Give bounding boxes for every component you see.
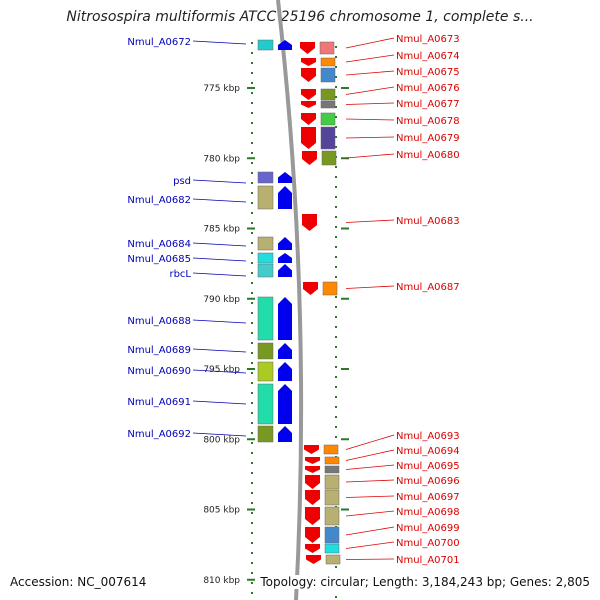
map-title: Nitrosospira multiformis ATCC 25196 chro… <box>66 9 534 25</box>
forward-gene-label: Nmul_A0692 <box>127 429 191 440</box>
reverse-gene[interactable]: Nmul_A0694 <box>305 446 460 465</box>
forward-gene-label: Nmul_A0672 <box>127 37 191 48</box>
reverse-gene-label: Nmul_A0679 <box>396 133 460 144</box>
forward-gene[interactable]: Nmul_A0684 <box>127 236 292 251</box>
ruler-label: 800 kbp <box>203 435 240 445</box>
forward-gene[interactable]: Nmul_A0682 <box>127 185 292 210</box>
reverse-gene[interactable]: Nmul_A0683 <box>302 214 460 231</box>
reverse-gene-label: Nmul_A0697 <box>396 492 460 503</box>
reverse-gene[interactable]: Nmul_A0701 <box>306 554 460 566</box>
reverse-gene[interactable]: Nmul_A0700 <box>305 538 460 554</box>
ruler-tick <box>247 508 255 511</box>
forward-gene[interactable]: rbcL <box>169 263 292 280</box>
reverse-gene[interactable]: Nmul_A0677 <box>301 99 460 110</box>
reverse-gene[interactable]: Nmul_A0676 <box>301 83 460 101</box>
reverse-gene-label: Nmul_A0676 <box>396 83 460 94</box>
reverse-gene-label: Nmul_A0683 <box>396 216 460 227</box>
ruler-tick <box>247 297 255 300</box>
reverse-gene-label: Nmul_A0675 <box>396 67 460 78</box>
reverse-gene-label: Nmul_A0695 <box>396 461 460 472</box>
forward-gene-label: Nmul_A0685 <box>127 254 191 265</box>
forward-gene-label: Nmul_A0690 <box>127 366 191 377</box>
forward-gene[interactable]: Nmul_A0688 <box>127 296 292 341</box>
forward-gene-label: psd <box>173 176 191 187</box>
forward-gene[interactable]: Nmul_A0672 <box>127 37 292 51</box>
ruler-label: 785 kbp <box>203 225 240 235</box>
reverse-gene-label: Nmul_A0696 <box>396 476 460 487</box>
ruler-tick <box>247 578 255 581</box>
reverse-gene-label: Nmul_A0694 <box>396 446 460 457</box>
reverse-gene-label: Nmul_A0700 <box>396 538 460 549</box>
ruler-label: 805 kbp <box>203 506 240 516</box>
forward-gene-label: Nmul_A0691 <box>127 397 191 408</box>
reverse-gene[interactable]: Nmul_A0679 <box>301 126 460 150</box>
reverse-gene-label: Nmul_A0687 <box>396 282 460 293</box>
reverse-gene-label: Nmul_A0698 <box>396 507 460 518</box>
ruler-label: 780 kbp <box>203 154 240 164</box>
forward-gene[interactable]: Nmul_A0691 <box>127 383 292 425</box>
ruler-label: 775 kbp <box>203 84 240 94</box>
reverse-gene[interactable]: Nmul_A0693 <box>304 431 460 455</box>
forward-gene-label: Nmul_A0682 <box>127 195 191 206</box>
reverse-gene-label: Nmul_A0673 <box>396 34 460 45</box>
ruler-tick <box>247 87 255 89</box>
ruler-label: 810 kbp <box>203 576 240 586</box>
ruler-tick <box>247 157 255 160</box>
reverse-gene-label: Nmul_A0699 <box>396 523 460 534</box>
reverse-gene[interactable]: Nmul_A0687 <box>303 281 460 296</box>
forward-gene[interactable]: Nmul_A0689 <box>127 342 292 360</box>
forward-gene[interactable]: Nmul_A0690 <box>127 361 292 382</box>
reverse-gene[interactable]: Nmul_A0678 <box>301 112 460 127</box>
topology-summary: Topology: circular; Length: 3,184,243 bp… <box>258 575 592 589</box>
forward-gene[interactable]: Nmul_A0685 <box>127 252 292 265</box>
reverse-gene[interactable]: Nmul_A0673 <box>300 34 460 55</box>
forward-gene-label: Nmul_A0689 <box>127 345 191 356</box>
reverse-gene[interactable]: Nmul_A0674 <box>301 51 460 67</box>
ruler-tick <box>247 368 255 370</box>
reverse-gene-label: Nmul_A0693 <box>396 431 460 442</box>
forward-gene[interactable]: Nmul_A0692 <box>127 425 292 443</box>
reverse-gene-label: Nmul_A0677 <box>396 99 460 110</box>
reverse-gene[interactable]: Nmul_A0675 <box>301 67 460 83</box>
reverse-gene[interactable]: Nmul_A0699 <box>305 523 460 544</box>
reverse-gene-label: Nmul_A0678 <box>396 116 460 127</box>
reverse-gene[interactable]: Nmul_A0695 <box>305 461 460 474</box>
forward-gene-label: Nmul_A0688 <box>127 316 191 327</box>
forward-gene-label: Nmul_A0684 <box>127 239 191 250</box>
ruler-label: 795 kbp <box>203 365 240 375</box>
ruler-label: 790 kbp <box>203 295 240 305</box>
reverse-gene-label: Nmul_A0680 <box>396 150 460 161</box>
reverse-gene[interactable]: Nmul_A0697 <box>305 489 460 506</box>
reverse-gene[interactable]: Nmul_A0680 <box>302 150 460 166</box>
reverse-gene[interactable]: Nmul_A0696 <box>305 474 460 490</box>
forward-gene[interactable]: psd <box>173 171 292 187</box>
forward-gene-label: rbcL <box>169 269 191 280</box>
reverse-gene[interactable]: Nmul_A0698 <box>305 506 460 526</box>
ruler-tick <box>247 438 255 441</box>
reverse-gene-label: Nmul_A0674 <box>396 51 460 62</box>
ruler-tick <box>247 227 255 230</box>
reverse-gene-label: Nmul_A0701 <box>396 555 460 566</box>
accession-label: Accession: NC_007614 <box>8 575 149 589</box>
